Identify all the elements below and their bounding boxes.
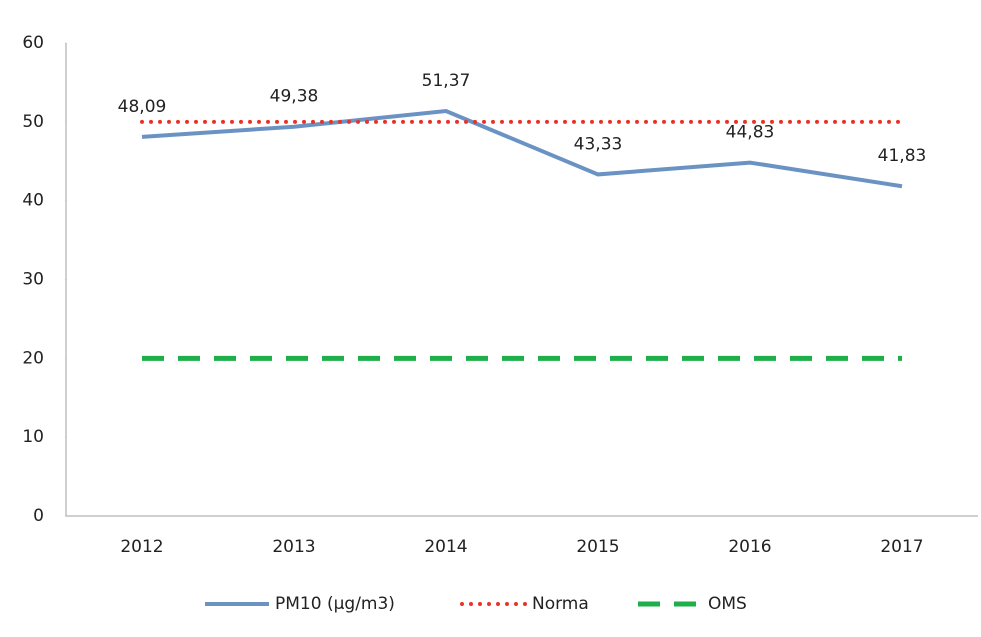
data-label: 51,37: [422, 71, 471, 91]
data-label: 48,09: [118, 97, 167, 117]
legend-label: OMS: [708, 594, 747, 614]
legend-label: PM10 (µg/m3): [275, 594, 395, 614]
y-tick-label: 0: [33, 506, 44, 526]
y-tick-label: 40: [22, 191, 44, 211]
legend-label: Norma: [532, 594, 589, 614]
x-tick-label: 2017: [880, 537, 923, 557]
y-tick-label: 30: [22, 270, 44, 290]
x-tick-label: 2014: [424, 537, 467, 557]
data-label: 43,33: [574, 134, 623, 154]
x-tick-label: 2013: [272, 537, 315, 557]
y-tick-label: 50: [22, 112, 44, 132]
data-label: 44,83: [726, 123, 775, 143]
y-tick-label: 60: [22, 33, 44, 53]
y-tick-label: 20: [22, 348, 44, 368]
data-label: 49,38: [270, 87, 319, 107]
series-line: [141, 108, 903, 189]
x-tick-label: 2015: [576, 537, 619, 557]
x-tick-label: 2016: [728, 537, 771, 557]
y-tick-label: 10: [22, 427, 44, 447]
x-tick-label: 2012: [120, 537, 163, 557]
data-label: 41,83: [878, 146, 927, 166]
